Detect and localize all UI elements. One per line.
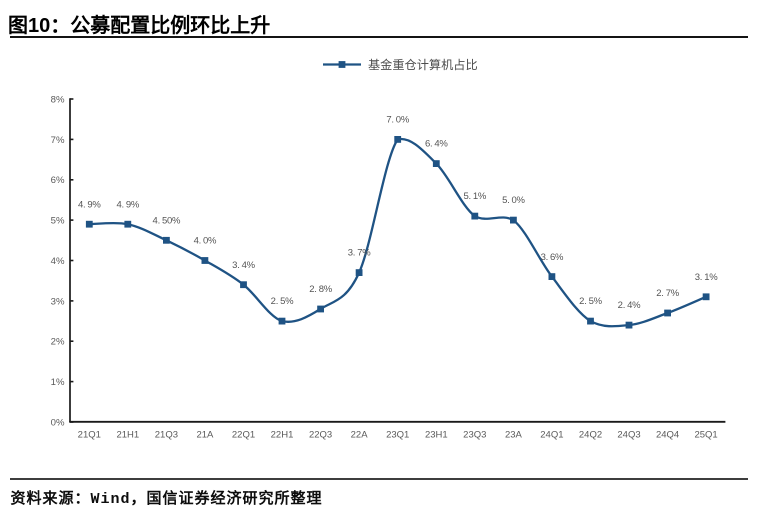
svg-text:2%: 2% <box>51 337 65 348</box>
svg-text:25Q1: 25Q1 <box>694 430 717 441</box>
svg-text:7%: 7% <box>51 135 65 146</box>
svg-text:5%: 5% <box>51 216 65 227</box>
svg-text:23H1: 23H1 <box>425 430 448 441</box>
svg-text:3%: 3% <box>51 296 65 307</box>
svg-text:24Q4: 24Q4 <box>656 430 679 441</box>
svg-text:21Q3: 21Q3 <box>155 430 178 441</box>
svg-text:2.4%: 2. 4% <box>618 300 641 311</box>
svg-text:24Q3: 24Q3 <box>617 430 640 441</box>
svg-text:0%: 0% <box>51 417 65 428</box>
svg-text:4.50%: 4. 50% <box>153 215 182 226</box>
svg-text:3.7%: 3. 7% <box>348 248 371 259</box>
svg-text:21H1: 21H1 <box>116 430 139 441</box>
svg-text:4.9%: 4. 9% <box>78 199 101 210</box>
svg-text:5.1%: 5. 1% <box>463 191 486 202</box>
svg-text:23Q3: 23Q3 <box>463 430 486 441</box>
svg-text:23A: 23A <box>505 430 523 441</box>
svg-text:8%: 8% <box>51 94 65 105</box>
svg-text:1%: 1% <box>51 377 65 388</box>
svg-text:21Q1: 21Q1 <box>78 430 101 441</box>
svg-text:7.0%: 7. 0% <box>386 115 409 126</box>
svg-text:2.8%: 2. 8% <box>309 284 332 295</box>
svg-text:6%: 6% <box>51 175 65 186</box>
svg-text:2.5%: 2. 5% <box>579 296 602 307</box>
svg-text:21A: 21A <box>196 430 214 441</box>
svg-text:3.4%: 3. 4% <box>232 260 255 271</box>
svg-text:3.1%: 3. 1% <box>695 272 718 283</box>
svg-text:6.4%: 6. 4% <box>425 139 448 150</box>
svg-text:24Q1: 24Q1 <box>540 430 563 441</box>
svg-text:2.5%: 2. 5% <box>271 296 294 307</box>
svg-text:22Q3: 22Q3 <box>309 430 332 441</box>
svg-text:22H1: 22H1 <box>271 430 294 441</box>
svg-text:5.0%: 5. 0% <box>502 195 525 206</box>
svg-text:4.0%: 4. 0% <box>194 236 217 247</box>
svg-text:4%: 4% <box>51 256 65 267</box>
svg-text:2.7%: 2. 7% <box>656 288 679 299</box>
svg-text:24Q2: 24Q2 <box>579 430 602 441</box>
svg-text:23Q1: 23Q1 <box>386 430 409 441</box>
svg-text:基金重仓计算机占比: 基金重仓计算机占比 <box>368 57 478 72</box>
svg-text:3.6%: 3. 6% <box>541 252 564 263</box>
svg-text:22Q1: 22Q1 <box>232 430 255 441</box>
svg-text:22A: 22A <box>351 430 369 441</box>
svg-text:4.9%: 4. 9% <box>116 199 139 210</box>
